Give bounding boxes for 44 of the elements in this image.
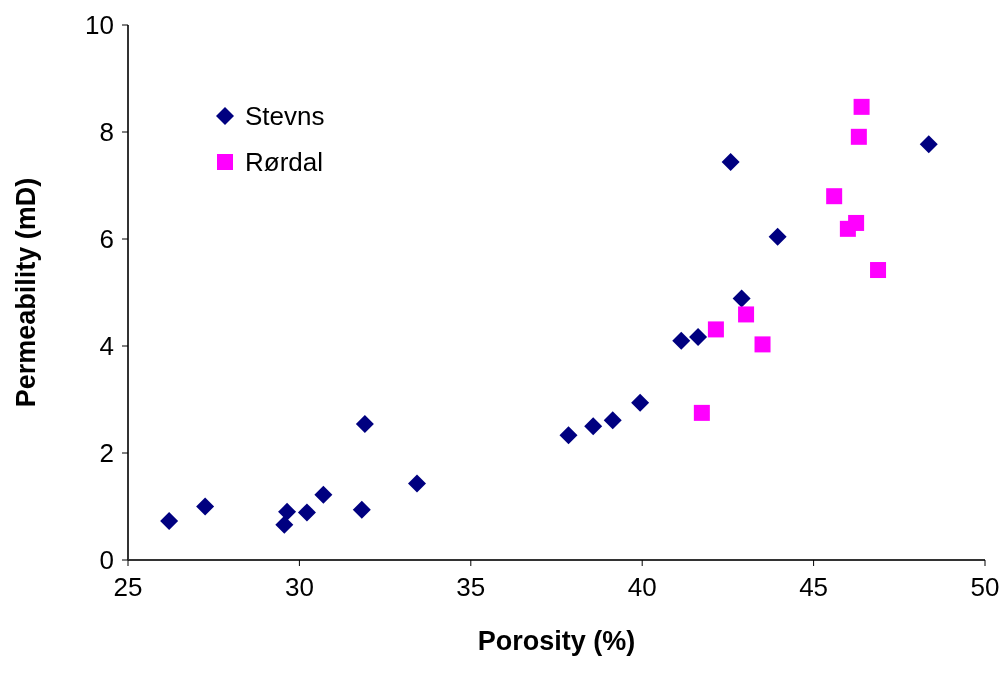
x-tick-label: 45 xyxy=(799,572,829,603)
point xyxy=(919,135,938,154)
point xyxy=(707,321,724,338)
x-tick-label: 35 xyxy=(456,572,486,603)
point xyxy=(721,152,740,171)
point xyxy=(603,411,622,430)
point xyxy=(160,511,179,530)
point xyxy=(850,128,867,145)
point xyxy=(693,404,710,421)
point xyxy=(768,227,787,246)
x-axis-title: Porosity (%) xyxy=(477,626,636,656)
x-tick-label: 40 xyxy=(627,572,657,603)
legend-label: Stevns xyxy=(245,100,325,132)
point xyxy=(584,417,603,436)
point xyxy=(631,393,650,412)
point xyxy=(732,289,751,308)
point xyxy=(559,426,578,445)
point xyxy=(196,497,215,516)
point xyxy=(352,500,371,519)
y-tick-label: 2 xyxy=(99,438,114,469)
x-tick-label: 50 xyxy=(970,572,1000,603)
point xyxy=(738,306,755,323)
y-tick-label: 10 xyxy=(85,10,114,41)
point xyxy=(689,327,708,346)
point xyxy=(278,502,297,521)
point xyxy=(297,503,316,522)
legend-label: Rørdal xyxy=(245,146,324,178)
point xyxy=(853,98,870,115)
y-tick-label: 4 xyxy=(99,331,114,362)
y-tick-label: 0 xyxy=(99,545,114,576)
y-tick-label: 6 xyxy=(99,224,114,255)
point xyxy=(672,331,691,350)
point xyxy=(826,188,843,205)
x-tick-label: 25 xyxy=(113,572,143,603)
point xyxy=(870,262,887,279)
point xyxy=(275,515,294,534)
x-tick-label: 30 xyxy=(284,572,314,603)
point xyxy=(754,336,771,353)
point xyxy=(839,220,856,237)
y-tick-label: 8 xyxy=(99,117,114,148)
y-axis-title: Permeability (mD) xyxy=(10,177,41,408)
point xyxy=(407,474,426,493)
point xyxy=(355,415,374,434)
point xyxy=(314,485,333,504)
